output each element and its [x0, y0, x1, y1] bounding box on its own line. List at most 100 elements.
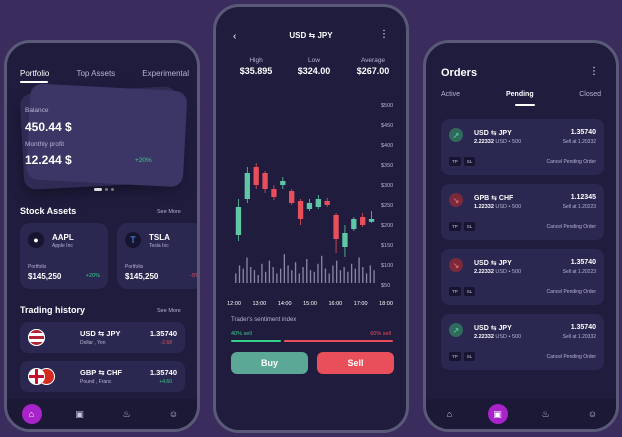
- carousel-dot[interactable]: [111, 188, 114, 191]
- profile-icon[interactable]: ☺: [587, 409, 598, 419]
- carousel-dot[interactable]: [105, 188, 108, 191]
- tab-pending[interactable]: Pending: [506, 91, 534, 98]
- back-arrow-icon[interactable]: ‹: [233, 31, 237, 42]
- history-pair: USD ⇆ JPY: [80, 329, 121, 338]
- candlestick-chart[interactable]: $500 $450 $400 $350 $300 $250 $200 $150 $100 $50 1…: [226, 95, 406, 310]
- sl-tag[interactable]: SL: [463, 157, 476, 166]
- volume-bar: [328, 273, 330, 283]
- volume-bar: [306, 259, 308, 283]
- volume-bar: [253, 270, 256, 283]
- order-value: 1.12345: [570, 194, 596, 201]
- stock-name: Apple Inc: [52, 243, 73, 249]
- volume-bar: [339, 270, 342, 283]
- volume-bar: [324, 268, 327, 283]
- more-options-icon[interactable]: ⋮: [589, 66, 599, 77]
- candle-body: [262, 173, 268, 189]
- wallet-icon[interactable]: ▣: [75, 408, 84, 419]
- tab-experimental[interactable]: Experimental: [142, 69, 189, 78]
- bell-icon[interactable]: ♨: [541, 408, 550, 419]
- trading-history-see-more[interactable]: See More: [157, 308, 181, 314]
- pair-title: USD ⇆ JPY: [289, 31, 333, 40]
- sl-tag[interactable]: SL: [463, 352, 476, 361]
- carousel-dot[interactable]: [94, 188, 102, 191]
- tp-tag[interactable]: TP: [449, 222, 461, 231]
- sentiment-right-pct: 60% sell: [370, 331, 391, 337]
- wallet-icon[interactable]: ▣: [487, 404, 508, 424]
- order-pair: USD ⇆ JPY: [474, 130, 512, 137]
- y-tick-label: $150: [381, 243, 393, 249]
- balance-card-content: Balance 450.44 $ Monthly profit 12.244 $…: [25, 107, 175, 187]
- y-tick-label: $200: [381, 223, 393, 229]
- candle-body: [235, 207, 242, 235]
- candle-body: [271, 189, 277, 197]
- stock-card-tsla[interactable]: T TSLA Tesla Inc Portfolio $145,250 -5%: [117, 223, 197, 289]
- bell-icon[interactable]: ♨: [122, 408, 131, 419]
- order-amount-sub: USD • 500: [495, 139, 522, 145]
- arrow-up-right-icon: ↗: [449, 323, 463, 337]
- cancel-pending-order-link[interactable]: Cancel Pending Order: [546, 224, 596, 230]
- history-value: 1.35740: [149, 329, 177, 338]
- order-card[interactable]: ↘ GPB ⇆ CHF 1.22332 USD • 500 1.12345 Sell a…: [441, 184, 604, 240]
- home-icon[interactable]: ⌂: [446, 409, 453, 419]
- cancel-pending-order-link[interactable]: Cancel Pending Order: [546, 289, 596, 295]
- history-row[interactable]: USD ⇆ JPY Dollar , Yen 1.35740 -2.68: [20, 322, 185, 353]
- profile-icon[interactable]: ☺: [168, 409, 179, 419]
- sentiment-label: Trader's sentiment index: [231, 317, 297, 323]
- x-tick-label: 18:00: [379, 301, 393, 307]
- tp-tag[interactable]: TP: [449, 352, 461, 361]
- volume-bar: [283, 254, 286, 283]
- carousel-dots[interactable]: [94, 188, 114, 191]
- stat-high-value: $35.895: [239, 66, 273, 76]
- cancel-pending-order-link[interactable]: Cancel Pending Order: [546, 159, 596, 165]
- order-tags: TP SL: [449, 352, 476, 361]
- history-sub: Dollar , Yen: [80, 340, 106, 346]
- x-tick-label: 13:00: [252, 301, 266, 307]
- y-tick-label: $350: [381, 163, 393, 169]
- tab-active[interactable]: Active: [441, 91, 461, 98]
- history-row[interactable]: GBP ⇆ CHF Pound , Franc 1.35740 +4.60: [20, 361, 185, 392]
- buy-button[interactable]: Buy: [231, 352, 308, 374]
- balance-label: Balance: [25, 107, 49, 114]
- home-icon[interactable]: ⌂: [21, 404, 42, 424]
- trading-history-title: Trading history: [20, 305, 86, 315]
- candle-body: [280, 181, 286, 185]
- order-card[interactable]: ↗ USD ⇆ JPY 2.22332 USD • 500 1.35740 Sell a…: [441, 119, 604, 175]
- sentiment-left-pct: 40% sell: [231, 331, 252, 337]
- bottom-nav: ⌂ ▣ ♨ ☺: [7, 399, 197, 429]
- stock-assets-see-more[interactable]: See More: [157, 209, 181, 215]
- arrow-down-right-icon: ↘: [449, 193, 463, 207]
- candle-body: [368, 219, 375, 222]
- profit-percent: +20%: [135, 157, 152, 164]
- sentiment-bar-buy: [231, 340, 281, 342]
- x-tick-label: 12:00: [227, 301, 241, 307]
- order-sell-at: Sell at 1.20332: [562, 139, 596, 145]
- portfolio-phone: Portfolio Top Assets Experimental Balanc…: [4, 40, 200, 432]
- order-amount-sub: USD • 500: [495, 334, 522, 340]
- order-sell-at: Sell at 1.20223: [562, 269, 596, 275]
- candle-body: [351, 219, 357, 229]
- tab-closed[interactable]: Closed: [579, 91, 601, 98]
- order-amount: 2.22332 USD • 500: [474, 269, 521, 275]
- tp-tag[interactable]: TP: [449, 157, 461, 166]
- tab-top-assets[interactable]: Top Assets: [76, 69, 116, 78]
- history-value: 1.35740: [149, 368, 177, 377]
- order-card[interactable]: ↘ USD ⇆ JPY 2.22332 USD • 500 1.35740 Sell a…: [441, 249, 604, 305]
- apple-icon: ●: [28, 232, 44, 248]
- more-options-icon[interactable]: ⋮: [379, 29, 389, 40]
- volume-bar: [317, 263, 319, 283]
- volume-bar: [298, 273, 300, 283]
- order-card[interactable]: ↗ USD ⇆ JPY 2.22332 USD • 500 1.35740 Sell a…: [441, 314, 604, 370]
- candle-body: [244, 173, 250, 199]
- sl-tag[interactable]: SL: [463, 222, 476, 231]
- volume-bar: [347, 271, 349, 283]
- volume-bar: [257, 275, 259, 283]
- sl-tag[interactable]: SL: [463, 287, 476, 296]
- volume-bar: [343, 267, 345, 283]
- sell-button[interactable]: Sell: [317, 352, 394, 374]
- profit-label: Monthly profit: [25, 141, 65, 148]
- x-tick-label: 14:00: [278, 301, 292, 307]
- stock-card-aapl[interactable]: ● AAPL Apple Inc Portfolio $145,250 +20%: [20, 223, 108, 289]
- tab-portfolio[interactable]: Portfolio: [20, 69, 50, 78]
- tp-tag[interactable]: TP: [449, 287, 461, 296]
- cancel-pending-order-link[interactable]: Cancel Pending Order: [546, 354, 596, 360]
